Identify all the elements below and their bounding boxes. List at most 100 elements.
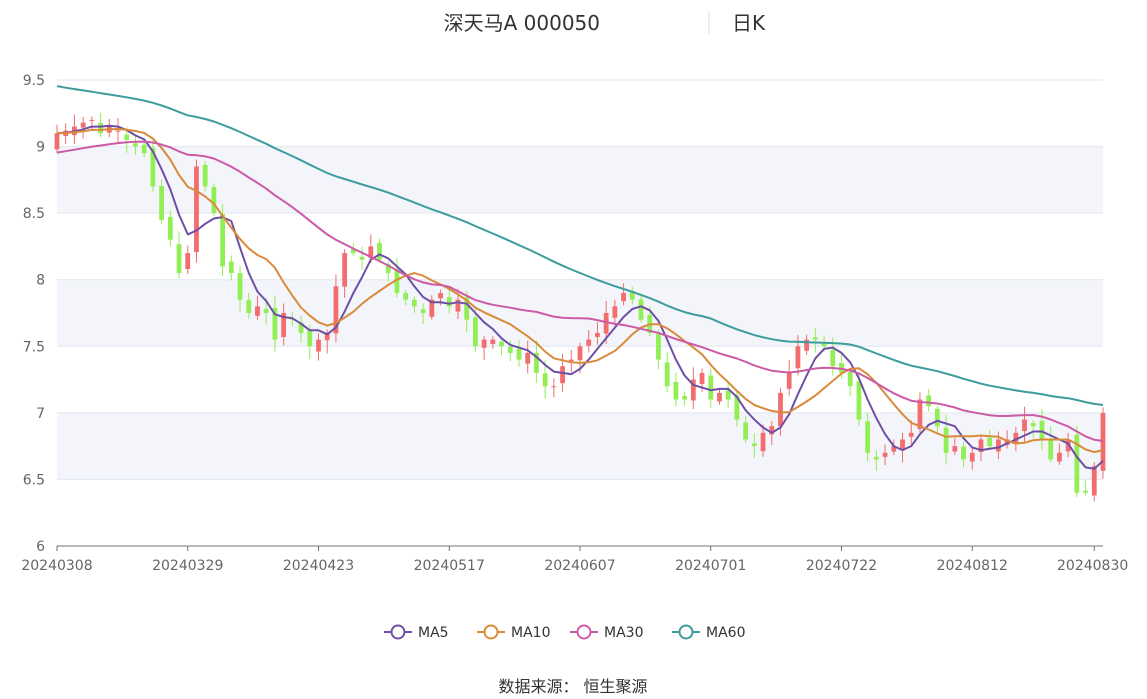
x-tick-label: 20240517 [414,558,485,574]
candle-body [194,166,199,252]
candle-body [167,216,173,240]
grid-lines [57,79,1103,480]
candle [333,274,339,343]
legend-label: MA10 [511,625,550,641]
y-tick-label: 7.5 [23,339,45,355]
candle-body [150,148,156,187]
candle [1100,407,1106,479]
candle-body [1100,412,1106,471]
legend-item-ma5: MA5 [384,624,449,641]
candle-body [917,399,923,429]
candle [969,447,975,470]
candle [595,321,600,345]
candle-body [673,381,679,400]
candle-body [760,432,766,452]
candle [804,334,810,355]
candle-body [734,395,740,420]
candle-body [324,332,330,341]
candle [194,159,199,263]
candle [411,296,417,313]
candle-body [1013,432,1019,444]
candle [350,243,356,257]
legend-marker [576,624,592,640]
candle [856,372,862,426]
candle-body [368,246,374,259]
candle-body [603,313,609,334]
candle-body [1074,434,1080,493]
candle [368,234,374,264]
candle [542,360,548,399]
candles [54,112,1106,502]
candle [952,437,958,455]
candle-body [89,119,95,121]
candle [812,328,818,353]
candle-body [481,339,487,348]
candle [743,415,749,443]
candle [167,210,173,247]
candle-body [621,293,626,302]
candle [316,333,321,361]
candle [80,116,86,139]
candle [377,238,382,263]
candle-body [560,366,565,384]
legend-label: MA5 [418,625,449,641]
candle-body [525,352,531,364]
candle [237,265,243,312]
candle-body [263,308,269,313]
candle-body [1022,419,1027,432]
legend-item-ma60: MA60 [672,624,745,641]
candle [987,429,993,450]
candle [534,340,539,383]
y-tick-label: 8.5 [23,206,45,222]
candle-body [856,381,862,420]
candle [882,444,888,466]
y-tick-label: 7 [36,406,45,422]
candle [473,307,478,352]
candle-body [1083,490,1088,493]
x-tick-label: 20240722 [806,558,877,574]
candle-body [943,427,949,453]
legend-item-ma10: MA10 [477,624,550,641]
x-tick-label: 20240812 [937,558,1008,574]
candle-body [926,395,932,407]
candle-body [638,299,644,320]
y-tick-label: 9 [36,140,45,156]
candle-body [1004,439,1010,445]
band [57,279,1103,347]
candle [664,351,670,393]
candle [185,245,191,275]
candle [891,439,897,456]
candle-body [847,372,853,387]
candle [1074,425,1080,497]
candle [1004,430,1010,449]
candle-body [534,352,539,373]
candle [202,160,208,192]
candle-body [708,375,714,400]
candle-body [464,297,470,320]
candle-body [176,244,182,274]
candle-body [272,308,278,340]
candle [961,442,966,468]
candle-body [115,130,121,132]
candle-body [595,332,600,337]
legend-item-ma30: MA30 [570,624,643,641]
y-tick-label: 9.5 [23,73,45,89]
candle-body [1057,452,1062,462]
candle [873,449,879,471]
candle-body [124,134,130,140]
candle-body [586,339,592,346]
candle-body [220,214,226,267]
candle-body [1039,420,1045,440]
candle-body [429,299,435,317]
candle-body [795,346,801,369]
legend: MA5 MA10 MA30 MA60 [384,624,745,641]
candle [586,330,592,353]
candle-body [804,339,810,351]
candle-body [141,144,147,154]
y-tick-label: 8 [36,273,45,289]
candle [150,140,156,192]
candle [490,336,496,349]
candle-body [507,346,513,353]
candle [211,183,217,217]
candle-body [499,341,504,347]
